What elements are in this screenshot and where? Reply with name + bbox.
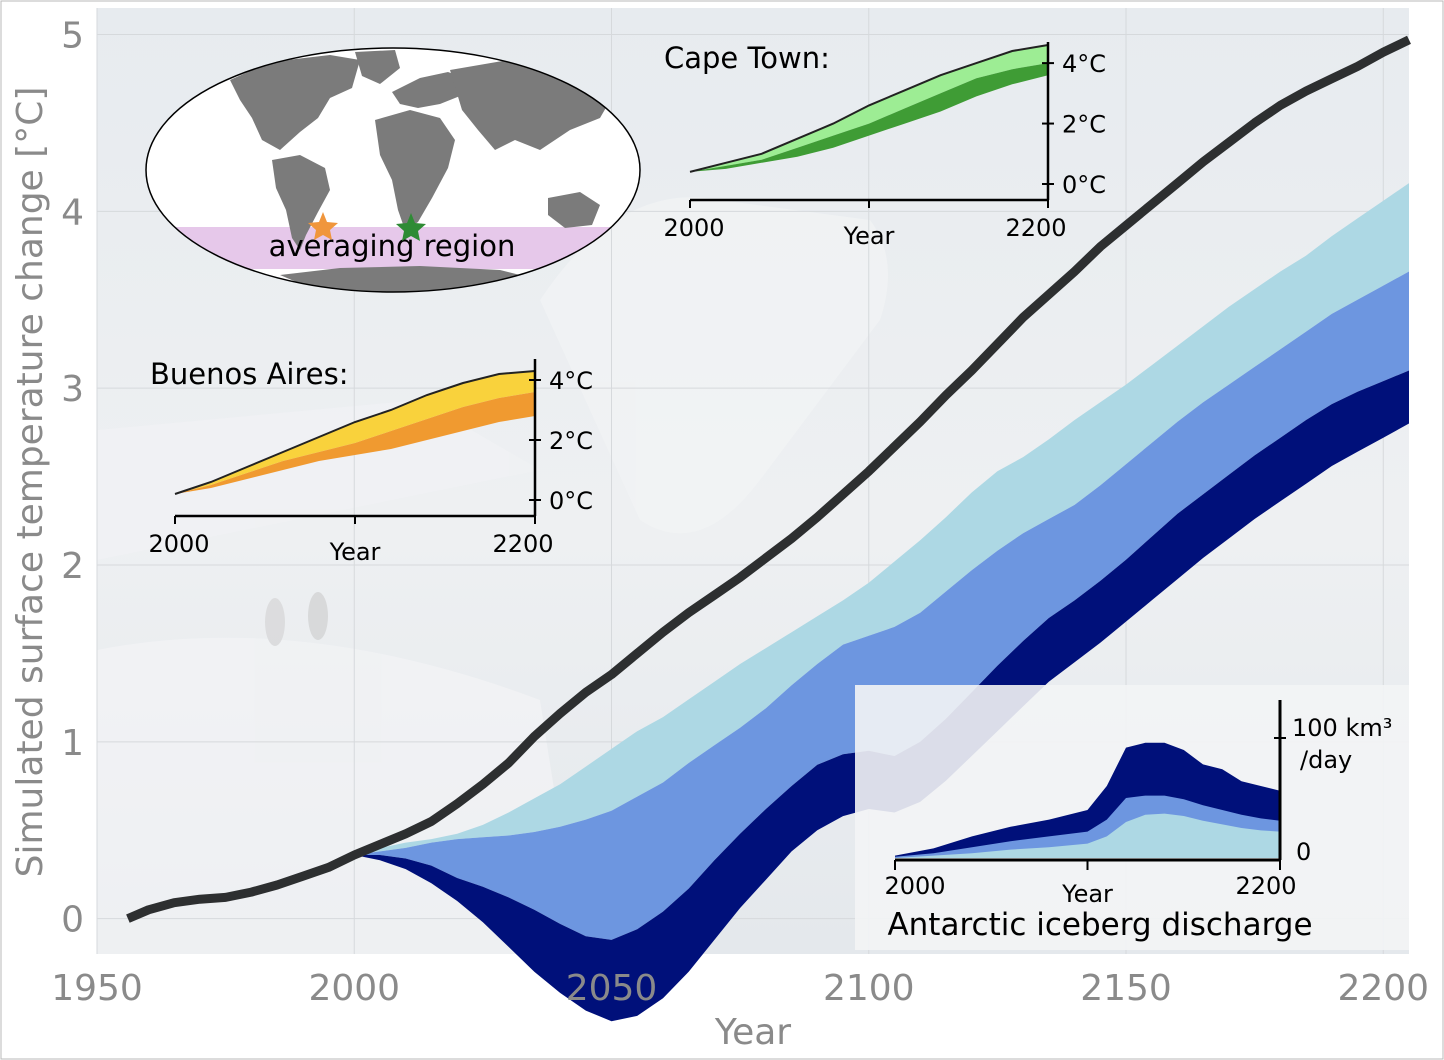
averaging-region-label: averaging region bbox=[269, 229, 516, 263]
temperature-band-3 bbox=[354, 370, 1409, 1022]
cape-town-x-label: Year bbox=[843, 222, 895, 250]
buenos-aires-band-2 bbox=[175, 392, 535, 494]
y-tick-label: 4 bbox=[61, 192, 84, 233]
cape-town-y-tick-label: 2°C bbox=[1062, 111, 1106, 139]
iceberg-axes: 2000 2200 Year 0 100 km³/day bbox=[884, 700, 1392, 908]
iceberg-x-tick-label: 2000 bbox=[884, 872, 945, 900]
y-tick-label: 2 bbox=[61, 546, 84, 587]
x-tick-label: 2200 bbox=[1337, 968, 1429, 1009]
y-tick-label: 3 bbox=[61, 369, 84, 410]
y-tick-label: 1 bbox=[61, 723, 84, 764]
cape-town-x-tick-label: 2000 bbox=[663, 214, 724, 242]
cape-town-axes: 2000 2200 Year 0°C 2°C 4°C bbox=[663, 42, 1106, 250]
x-tick-label: 2050 bbox=[566, 968, 658, 1009]
iceberg-band-3 bbox=[895, 813, 1280, 858]
buenos-aires-x-tick-label: 2200 bbox=[492, 530, 553, 558]
buenos-aires-band-1 bbox=[175, 371, 535, 494]
y-axis-label: Simulated surface temperature change [°C… bbox=[10, 87, 51, 878]
x-tick-label: 2000 bbox=[308, 968, 400, 1009]
cape-town-y-tick-label: 0°C bbox=[1062, 171, 1106, 199]
temperature-band-2 bbox=[354, 271, 1409, 940]
buenos-aires-title: Buenos Aires: bbox=[150, 357, 348, 391]
iceberg-y-unit-label: /day bbox=[1300, 746, 1352, 774]
x-tick-label: 2100 bbox=[823, 968, 915, 1009]
cape-town-y-tick-label: 4°C bbox=[1062, 50, 1106, 78]
buenos-aires-y-tick-label: 4°C bbox=[549, 367, 593, 395]
buenos-aires-x-tick-label: 2000 bbox=[148, 530, 209, 558]
plot-background-texture bbox=[97, 197, 888, 954]
buenos-aires-axes: 2000 2200 Year 0°C 2°C 4°C bbox=[148, 359, 593, 566]
iceberg-y-tick-label: 100 km³ bbox=[1292, 714, 1392, 742]
iceberg-bands bbox=[895, 742, 1280, 858]
buenos-aires-inset: 2000 2200 Year 0°C 2°C 4°C Buenos Aires: bbox=[148, 357, 593, 566]
buenos-aires-y-tick-label: 0°C bbox=[549, 487, 593, 515]
continents bbox=[230, 50, 615, 292]
temperature-line bbox=[126, 35, 1411, 923]
x-tick-label: 2150 bbox=[1080, 968, 1172, 1009]
iceberg-title: Antarctic iceberg discharge bbox=[887, 907, 1312, 943]
buenos-aires-outline bbox=[174, 370, 536, 495]
cape-town-title: Cape Town: bbox=[664, 41, 830, 75]
y-tick-label: 5 bbox=[61, 16, 84, 57]
main-temperature-line bbox=[126, 35, 1411, 923]
iceberg-inset: 2000 2200 Year 0 100 km³/day Antarctic icebe… bbox=[855, 685, 1409, 950]
main-temperature-bands bbox=[354, 183, 1409, 1022]
buenos-aires-x-label: Year bbox=[329, 538, 381, 566]
cape-town-band-1 bbox=[690, 45, 1048, 172]
cape-town-bands bbox=[689, 44, 1049, 173]
buenos-aires-y-tick-label: 2°C bbox=[549, 427, 593, 455]
x-axis-label: Year bbox=[714, 1012, 791, 1053]
cape-town-band-2 bbox=[690, 63, 1048, 172]
iceberg-y-tick-label: 0 bbox=[1296, 838, 1311, 866]
cape-town-star-icon bbox=[396, 213, 426, 241]
buenos-aires-bands bbox=[174, 370, 536, 495]
buenos-aires-star-icon bbox=[308, 212, 338, 240]
iceberg-x-tick-label: 2200 bbox=[1235, 872, 1296, 900]
cape-town-x-tick-label: 2200 bbox=[1005, 214, 1066, 242]
cape-town-outline bbox=[689, 44, 1049, 173]
cape-town-inset: 2000 2200 Year 0°C 2°C 4°C Cape Town: bbox=[663, 41, 1106, 250]
iceberg-x-label: Year bbox=[1061, 880, 1113, 908]
y-tick-label: 0 bbox=[61, 900, 84, 941]
x-tick-label: 1950 bbox=[51, 968, 143, 1009]
